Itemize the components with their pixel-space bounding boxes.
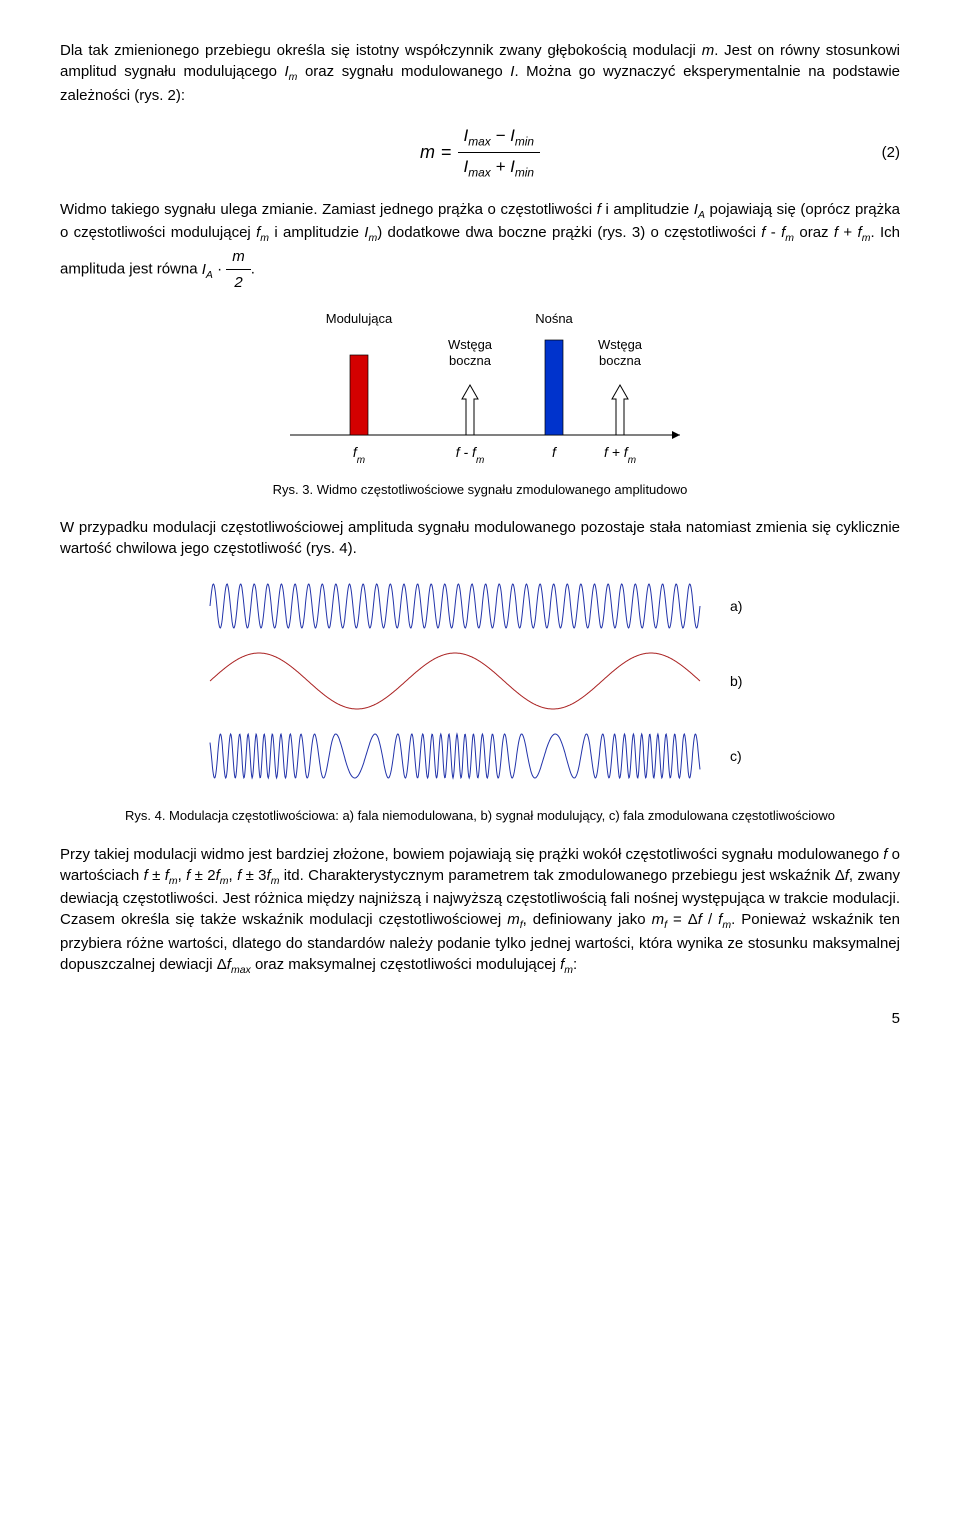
caption-figure-4: Rys. 4. Modulacja częstotliwościowa: a) …: [60, 807, 900, 825]
equation-2: m = Imax − Imin Imax + Imin (2): [60, 124, 900, 181]
svg-text:b): b): [730, 673, 742, 689]
svg-text:Wstęga: Wstęga: [448, 337, 493, 352]
paragraph-4: Przy takiej modulacji widmo jest bardzie…: [60, 844, 900, 978]
svg-text:Wstęga: Wstęga: [598, 337, 643, 352]
equation-2-number: (2): [882, 142, 900, 163]
figure-3-spectrum: ModulującaNośnaWstęgabocznaWstęgabocznaf…: [270, 305, 690, 475]
svg-text:f - fm: f - fm: [456, 444, 485, 466]
paragraph-1: Dla tak zmienionego przebiegu określa si…: [60, 40, 900, 106]
paragraph-2: Widmo takiego sygnału ulega zmianie. Zam…: [60, 199, 900, 293]
figure-4-fm-waves: a) b) c): [200, 571, 760, 801]
svg-text:Modulująca: Modulująca: [326, 311, 393, 326]
svg-text:c): c): [730, 748, 742, 764]
caption-figure-3: Rys. 3. Widmo częstotliwościowe sygnału …: [60, 481, 900, 499]
svg-text:boczna: boczna: [449, 353, 492, 368]
page-number: 5: [60, 1008, 900, 1029]
svg-text:fm: fm: [353, 444, 365, 466]
svg-text:boczna: boczna: [599, 353, 642, 368]
paragraph-3: W przypadku modulacji częstotliwościowej…: [60, 517, 900, 559]
svg-text:f + fm: f + fm: [604, 444, 636, 466]
svg-text:a): a): [730, 598, 742, 614]
svg-text:Nośna: Nośna: [535, 311, 573, 326]
svg-text:f: f: [552, 444, 558, 460]
